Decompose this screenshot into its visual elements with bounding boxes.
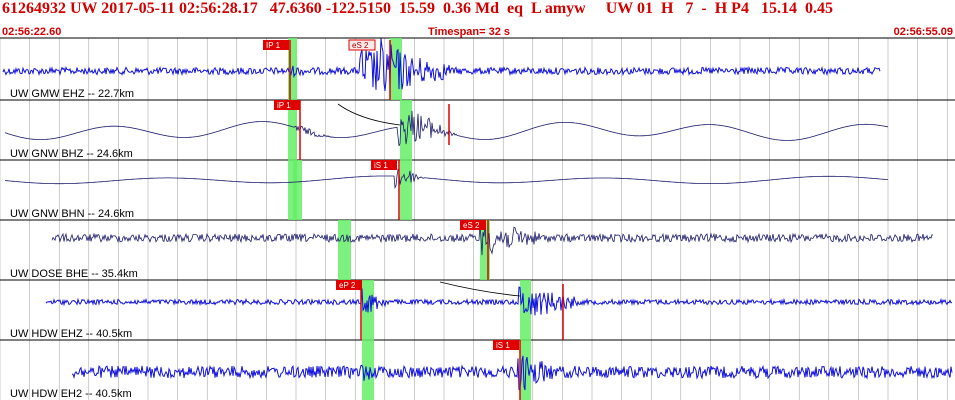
travel-time-curve [439, 281, 521, 297]
phase-window-band [338, 220, 351, 280]
pick-flag[interactable] [336, 280, 362, 290]
pick-label: eP 2 [339, 281, 356, 290]
phase-window-band [390, 38, 402, 100]
channel-track[interactable]: UW GNW BHN -- 24.6km iS 1 [10, 160, 400, 220]
trace-tracks: UW GMW EHZ -- 22.7km IP 1 eS 2 UW GNW BHZ -… [10, 39, 564, 400]
channel-track[interactable]: UW DOSE BHE -- 35.4km eS 2 [10, 220, 489, 280]
channel-label: UW DOSE BHE -- 35.4km [10, 268, 138, 280]
channel-label: UW GNW BHZ -- 24.6km [10, 148, 133, 160]
channel-track[interactable]: UW HDW EHZ -- 40.5km eP 2 [10, 280, 362, 340]
waveform-trace [45, 286, 953, 316]
phase-window-band [520, 280, 531, 400]
waveform-trace [4, 168, 888, 190]
pick-label: iP 1 [277, 101, 291, 110]
channel-track[interactable]: UW GNW BHZ -- 24.6km iP 1 [10, 100, 301, 160]
pick-flag[interactable] [493, 340, 519, 350]
waveform-trace [71, 355, 953, 391]
channel-label: UW GNW BHN -- 24.6km [10, 208, 134, 220]
channel-track[interactable]: UW GMW EHZ -- 22.7km IP 1 eS 2 [10, 39, 391, 100]
pick-label: eS 2 [352, 41, 369, 50]
travel-time-curve [337, 103, 401, 126]
pick-label: iS 1 [496, 341, 510, 350]
channel-label: UW GMW EHZ -- 22.7km [10, 88, 134, 100]
pick-flag[interactable] [460, 220, 486, 230]
pick-flag[interactable] [348, 39, 376, 51]
phase-window-band [480, 220, 490, 280]
channel-label: UW HDW EHZ -- 40.5km [10, 328, 132, 340]
pick-label: eS 2 [463, 221, 480, 230]
waveform-trace [51, 223, 934, 256]
pick-label: IP 1 [266, 41, 281, 50]
window-start-time: 02:56:22.60 [2, 26, 62, 38]
channel-track[interactable]: UW HDW EH2 -- 40.5km iS 1 [10, 340, 521, 400]
pick-flag[interactable] [274, 100, 300, 110]
phase-window-band [293, 160, 302, 220]
pick-label: iS 1 [374, 161, 388, 170]
pick-flag[interactable] [371, 160, 397, 170]
pick-flag[interactable] [263, 40, 289, 50]
waveform-traces [2, 38, 953, 391]
timespan-label: Timespan= 32 s [428, 26, 511, 38]
channel-label: UW HDW EH2 -- 40.5km [10, 388, 132, 400]
waveform-trace [2, 38, 881, 91]
phase-window-band [400, 100, 412, 220]
waveform-trace [4, 110, 889, 147]
time-grid [0, 37, 955, 400]
event-summary-header: 61264932 UW 2017-05-11 02:56:28.17 47.63… [2, 0, 833, 17]
window-end-time: 02:56:55.09 [893, 26, 953, 38]
phase-window-band [288, 38, 297, 220]
